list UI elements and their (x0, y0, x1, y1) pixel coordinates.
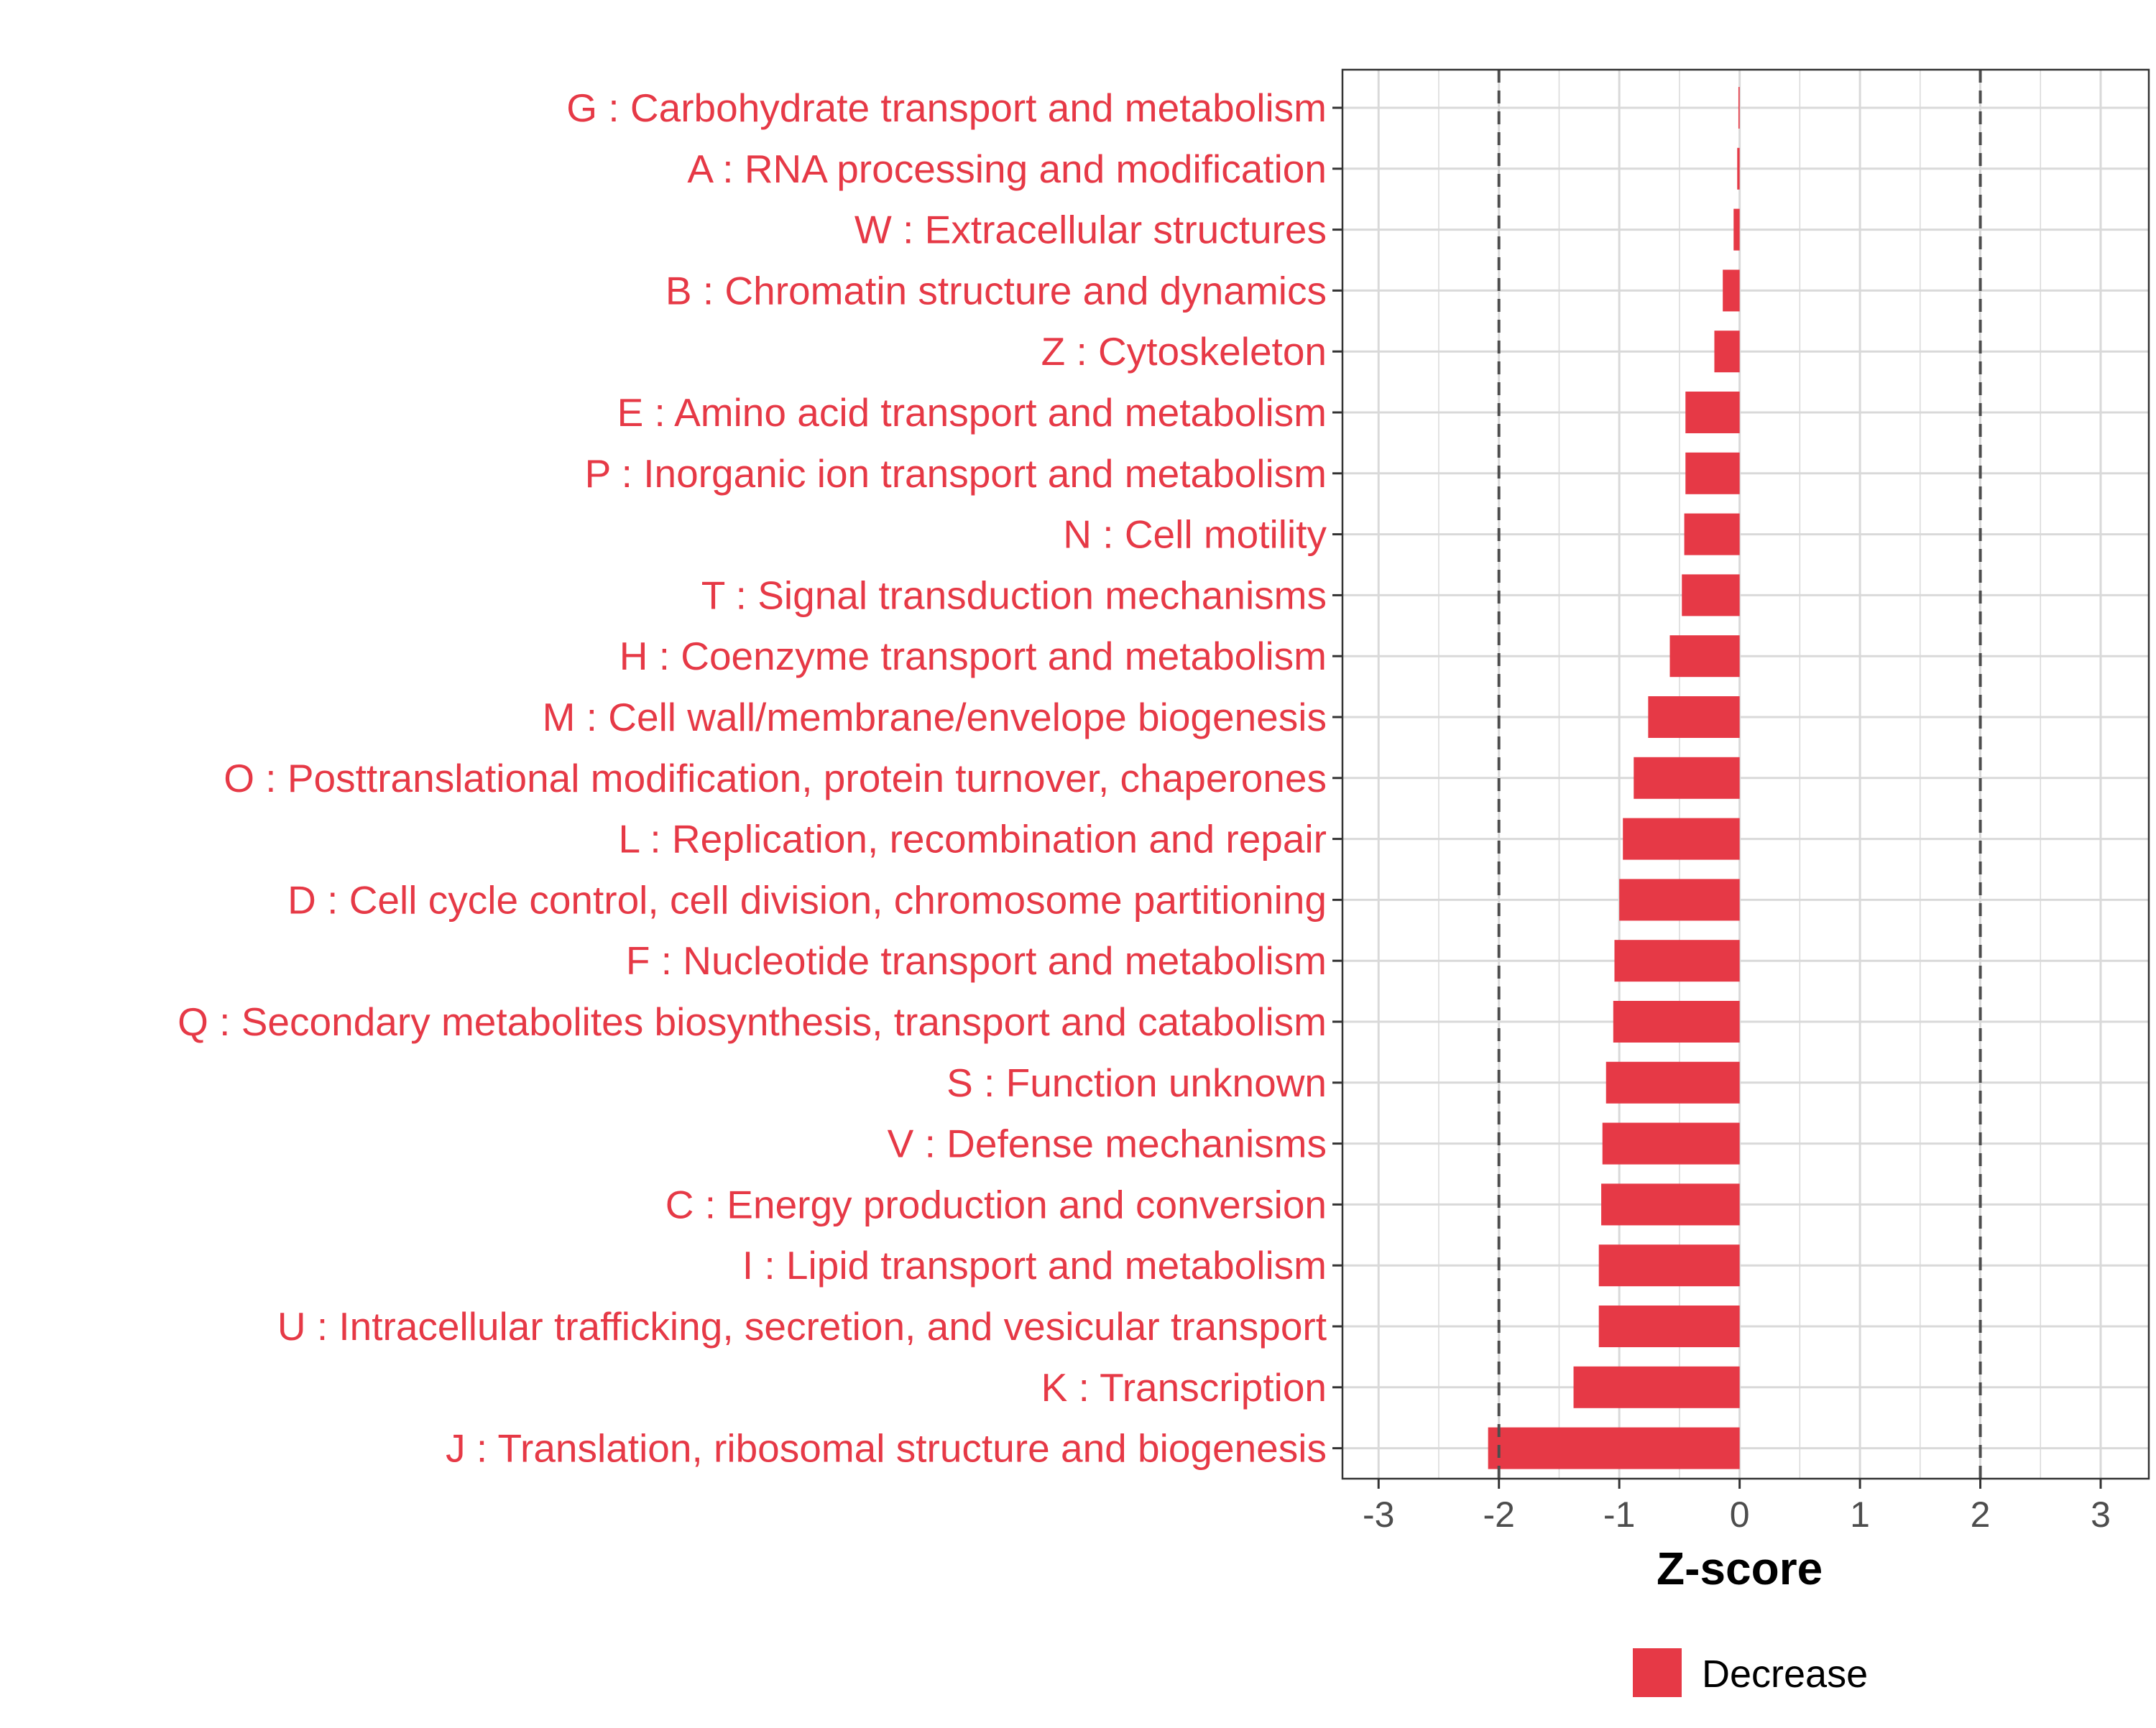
category-label: Z : Cytoskeleton (1041, 329, 1327, 374)
category-label: C : Energy production and conversion (665, 1182, 1327, 1226)
bar (1738, 87, 1740, 129)
panel-border (1341, 68, 2150, 1480)
category-label: E : Amino acid transport and metabolism (617, 390, 1327, 435)
bar (1685, 392, 1740, 433)
x-axis-title: Z-score (1657, 1543, 1823, 1594)
bar (1648, 696, 1740, 738)
bar (1669, 635, 1740, 678)
bar (1488, 1427, 1740, 1469)
bar (1623, 818, 1740, 860)
x-tick-label: -2 (1483, 1494, 1514, 1535)
bar (1573, 1366, 1740, 1408)
category-label: N : Cell motility (1063, 512, 1327, 557)
bars-layer (1488, 87, 1740, 1469)
grid-layer (1342, 70, 2149, 1479)
x-tick-label: 3 (2091, 1494, 2111, 1535)
x-tick-label: 2 (1971, 1494, 1991, 1535)
x-tick-label: -3 (1363, 1494, 1394, 1535)
category-label: J : Translation, ribosomal structure and… (446, 1426, 1327, 1471)
bar (1619, 879, 1740, 921)
category-label: L : Replication, recombination and repai… (619, 817, 1327, 861)
category-label: T : Signal transduction mechanisms (701, 573, 1327, 617)
x-tick-label: 0 (1730, 1494, 1750, 1535)
category-label: D : Cell cycle control, cell division, c… (287, 877, 1327, 922)
category-label: O : Posttranslational modification, prot… (224, 756, 1327, 800)
x-tick-labels: -3 -2 -1 0 1 2 3 (1363, 1494, 2111, 1535)
x-tick-label: -1 (1603, 1494, 1635, 1535)
bar (1606, 1061, 1740, 1104)
bar (1634, 757, 1740, 799)
bar (1602, 1122, 1740, 1165)
category-label: P : Inorganic ion transport and metaboli… (585, 451, 1327, 496)
bar (1682, 574, 1740, 616)
bar (1685, 452, 1740, 494)
category-label: U : Intracellular trafficking, secretion… (277, 1304, 1327, 1349)
bar (1723, 269, 1740, 312)
axis-ticks (1332, 106, 2102, 1489)
bar (1613, 1001, 1740, 1043)
reference-lines (1497, 70, 1982, 1479)
bar (1614, 940, 1740, 982)
category-label: K : Transcription (1041, 1365, 1327, 1410)
category-label: A : RNA processing and modification (687, 147, 1327, 191)
category-label: B : Chromatin structure and dynamics (665, 268, 1327, 313)
bar (1714, 331, 1740, 373)
legend-label-decrease: Decrease (1702, 1653, 1868, 1696)
legend: Decrease (1633, 1648, 1868, 1697)
bar (1598, 1244, 1740, 1287)
bar (1598, 1306, 1740, 1347)
x-tick-label: 1 (1850, 1494, 1870, 1535)
bar (1733, 208, 1740, 251)
bar (1601, 1183, 1740, 1226)
category-labels: G : Carbohydrate transport and metabolis… (178, 86, 1327, 1471)
category-label: I : Lipid transport and metabolism (742, 1243, 1327, 1288)
legend-swatch-decrease (1633, 1648, 1682, 1697)
category-label: F : Nucleotide transport and metabolism (626, 938, 1327, 983)
category-label: W : Extracellular structures (854, 208, 1327, 252)
category-label: G : Carbohydrate transport and metabolis… (566, 86, 1327, 130)
bar (1684, 513, 1740, 555)
category-label: H : Coenzyme transport and metabolism (619, 634, 1327, 678)
category-label: Q : Secondary metabolites biosynthesis, … (178, 999, 1327, 1044)
category-label: S : Function unknown (946, 1061, 1327, 1105)
category-label: M : Cell wall/membrane/envelope biogenes… (543, 695, 1327, 739)
bar (1737, 147, 1740, 190)
category-label: V : Defense mechanisms (888, 1122, 1327, 1166)
